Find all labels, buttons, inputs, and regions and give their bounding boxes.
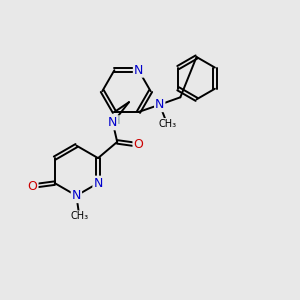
Text: N: N — [108, 116, 118, 129]
Text: O: O — [134, 138, 143, 151]
Text: CH₃: CH₃ — [158, 119, 176, 129]
Text: N: N — [155, 98, 164, 111]
Text: N: N — [72, 189, 81, 202]
Text: O: O — [28, 180, 38, 193]
Text: CH₃: CH₃ — [70, 211, 88, 221]
Text: N: N — [134, 64, 143, 77]
Text: N: N — [93, 177, 103, 190]
Text: H: H — [112, 116, 120, 126]
